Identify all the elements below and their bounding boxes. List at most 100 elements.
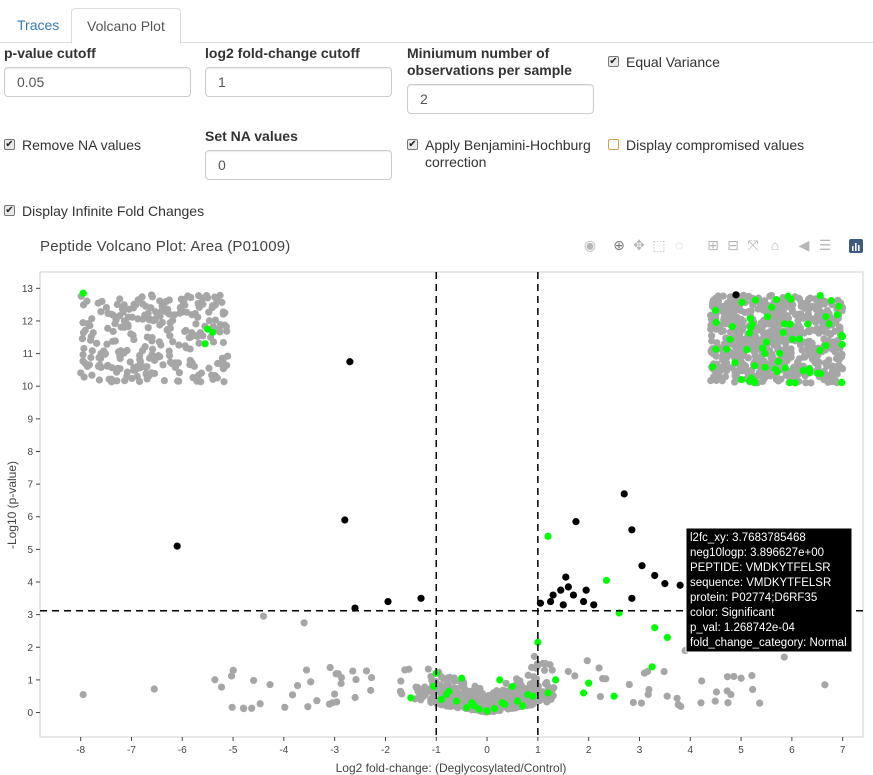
data-point-infinite[interactable]	[835, 356, 843, 364]
data-point-highlight[interactable]	[746, 377, 754, 385]
data-point-infinite[interactable]	[821, 297, 829, 306]
data-point-infinite[interactable]	[192, 332, 200, 340]
data-point-infinite[interactable]	[815, 358, 823, 366]
data-point-highlight[interactable]	[772, 296, 781, 304]
data-point-infinite[interactable]	[176, 309, 184, 317]
data-point-significant[interactable]	[569, 591, 578, 599]
data-point-infinite[interactable]	[220, 378, 228, 386]
data-point-highlight[interactable]	[788, 335, 797, 343]
data-point-significant[interactable]	[732, 291, 740, 299]
data-point-infinite[interactable]	[713, 339, 721, 347]
data-point-normal[interactable]	[629, 698, 637, 707]
autoscale-icon[interactable]: ⤧	[747, 237, 759, 253]
data-point-highlight[interactable]	[602, 576, 611, 584]
data-point-normal[interactable]	[462, 698, 470, 706]
data-point-infinite[interactable]	[744, 354, 752, 362]
data-point-significant[interactable]	[651, 571, 659, 580]
data-point-infinite[interactable]	[203, 294, 212, 302]
data-point-infinite[interactable]	[808, 302, 817, 310]
set-na-input[interactable]	[205, 150, 392, 180]
data-point-infinite[interactable]	[759, 375, 767, 383]
data-point-infinite[interactable]	[177, 295, 185, 303]
data-point-infinite[interactable]	[827, 375, 835, 383]
data-point-infinite[interactable]	[214, 359, 222, 368]
data-point-infinite[interactable]	[104, 324, 112, 332]
data-point-infinite[interactable]	[205, 317, 214, 325]
data-point-normal[interactable]	[528, 684, 537, 692]
data-point-normal[interactable]	[780, 653, 788, 661]
data-point-infinite[interactable]	[139, 300, 147, 308]
data-point-infinite[interactable]	[156, 297, 164, 305]
data-point-significant[interactable]	[628, 594, 636, 602]
data-point-normal[interactable]	[583, 657, 591, 665]
camera-icon[interactable]: ◉	[583, 237, 597, 253]
data-point-infinite[interactable]	[128, 374, 136, 383]
data-point-highlight[interactable]	[822, 312, 830, 321]
data-point-highlight[interactable]	[806, 368, 814, 377]
data-point-infinite[interactable]	[797, 310, 805, 318]
data-point-normal[interactable]	[300, 619, 308, 627]
data-point-highlight[interactable]	[796, 335, 804, 343]
data-point-highlight[interactable]	[407, 694, 415, 702]
data-point-normal[interactable]	[530, 678, 538, 686]
data-point-infinite[interactable]	[165, 347, 173, 355]
data-point-infinite[interactable]	[738, 326, 746, 334]
data-point-infinite[interactable]	[189, 374, 197, 382]
data-point-normal[interactable]	[427, 695, 435, 704]
data-point-normal[interactable]	[571, 672, 579, 680]
data-point-infinite[interactable]	[80, 373, 88, 381]
data-point-infinite[interactable]	[710, 373, 718, 381]
data-point-infinite[interactable]	[190, 362, 198, 370]
data-point-normal[interactable]	[723, 673, 732, 681]
data-point-highlight[interactable]	[483, 707, 491, 715]
data-point-infinite[interactable]	[175, 341, 183, 349]
data-point-highlight[interactable]	[534, 638, 542, 646]
data-point-highlight[interactable]	[786, 320, 794, 328]
data-point-highlight[interactable]	[513, 697, 522, 705]
data-point-normal[interactable]	[450, 677, 459, 685]
data-point-infinite[interactable]	[96, 361, 104, 369]
data-point-infinite[interactable]	[807, 379, 815, 387]
data-point-infinite[interactable]	[136, 357, 144, 366]
data-point-infinite[interactable]	[218, 298, 226, 306]
data-point-infinite[interactable]	[79, 351, 87, 359]
data-point-infinite[interactable]	[816, 298, 824, 306]
data-point-infinite[interactable]	[141, 363, 149, 371]
data-point-infinite[interactable]	[120, 317, 128, 325]
data-point-highlight[interactable]	[774, 358, 783, 366]
data-point-normal[interactable]	[530, 652, 538, 661]
data-point-significant[interactable]	[676, 581, 684, 589]
data-point-significant[interactable]	[384, 597, 392, 606]
data-point-infinite[interactable]	[175, 369, 183, 377]
data-point-infinite[interactable]	[215, 326, 224, 334]
data-point-infinite[interactable]	[103, 362, 111, 370]
data-point-infinite[interactable]	[79, 319, 87, 327]
data-point-normal[interactable]	[524, 671, 532, 679]
data-point-infinite[interactable]	[141, 311, 149, 319]
data-point-normal[interactable]	[821, 681, 829, 689]
data-point-normal[interactable]	[304, 703, 312, 711]
data-point-infinite[interactable]	[175, 377, 183, 385]
data-point-highlight[interactable]	[519, 702, 527, 710]
data-point-infinite[interactable]	[804, 337, 812, 346]
data-point-infinite[interactable]	[726, 293, 734, 301]
data-point-highlight[interactable]	[712, 345, 720, 353]
data-point-normal[interactable]	[727, 690, 735, 699]
data-point-infinite[interactable]	[111, 319, 119, 328]
data-point-significant[interactable]	[579, 597, 588, 606]
data-point-highlight[interactable]	[768, 303, 776, 311]
data-point-significant[interactable]	[417, 594, 425, 602]
spike-lines-icon[interactable]: ◀	[798, 237, 810, 253]
data-point-highlight[interactable]	[779, 328, 787, 337]
data-point-infinite[interactable]	[78, 335, 87, 343]
data-point-infinite[interactable]	[86, 321, 94, 330]
data-point-normal[interactable]	[288, 691, 297, 699]
data-point-infinite[interactable]	[194, 313, 202, 321]
data-point-infinite[interactable]	[708, 332, 716, 340]
data-point-infinite[interactable]	[156, 321, 164, 329]
data-point-highlight[interactable]	[737, 375, 746, 384]
data-point-normal[interactable]	[326, 663, 334, 672]
data-point-infinite[interactable]	[707, 325, 715, 333]
tab-volcano-plot[interactable]: Volcano Plot	[71, 8, 181, 44]
